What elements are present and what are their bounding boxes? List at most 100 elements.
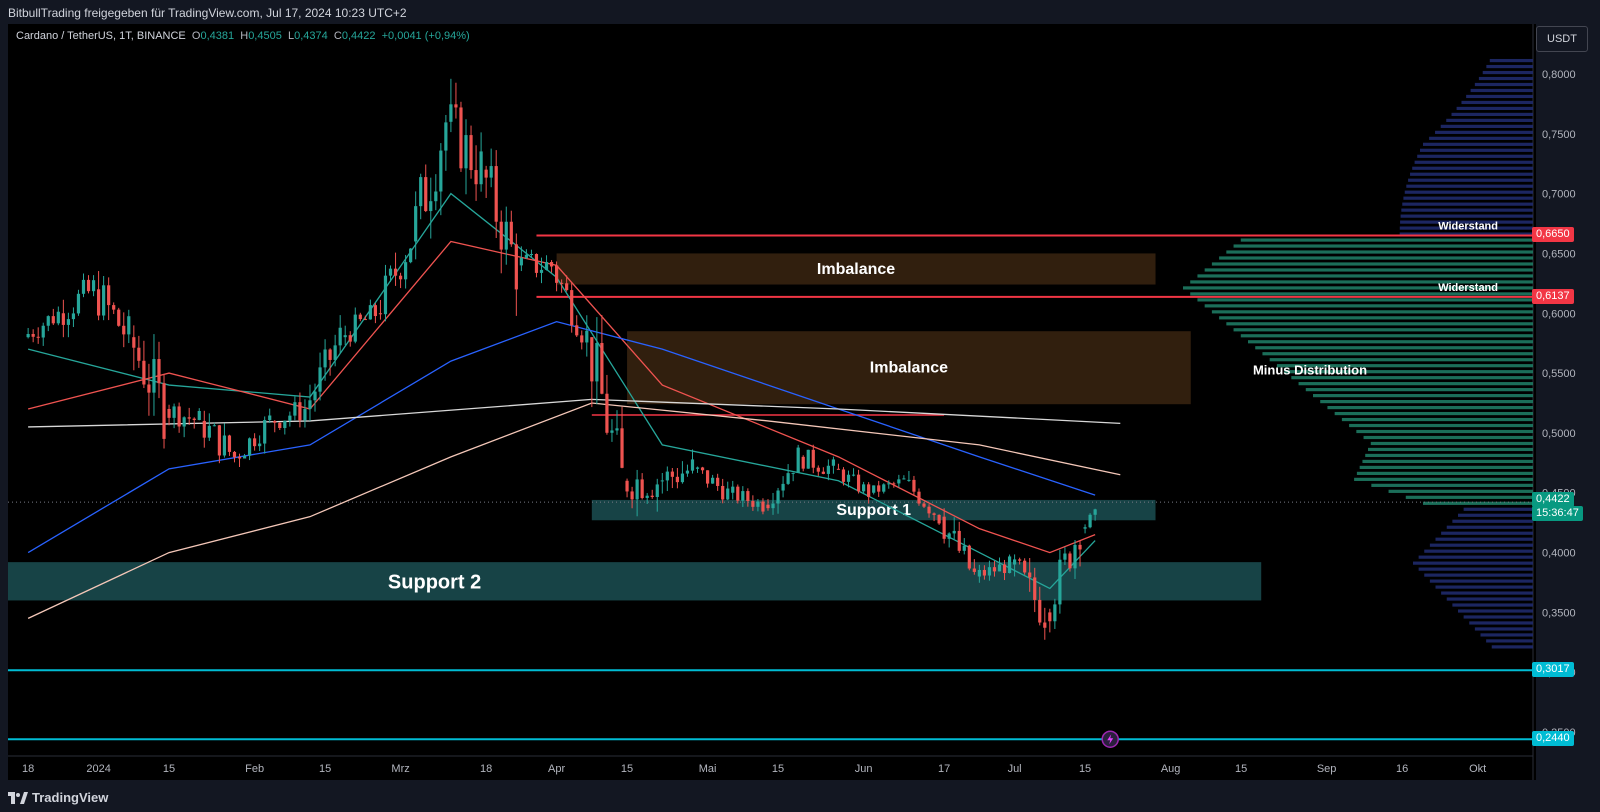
candle-body	[665, 471, 669, 481]
volume-profile-bar	[1211, 262, 1533, 266]
last-price-tag: 0,4422	[1532, 492, 1574, 508]
candle-body	[549, 262, 554, 267]
candle-body	[932, 513, 936, 515]
candle-body	[565, 283, 569, 291]
x-tick-label: 15	[621, 763, 633, 775]
x-tick-label: 15	[772, 763, 784, 775]
candle-body	[368, 305, 372, 320]
candle-body	[222, 435, 227, 456]
zone-rect	[556, 253, 1156, 285]
candle-body	[51, 316, 55, 324]
candle-body	[373, 305, 378, 317]
tradingview-logo[interactable]: TradingView	[8, 790, 108, 805]
candle-body	[464, 135, 468, 169]
candle-body	[283, 420, 287, 429]
candle-body	[1007, 556, 1012, 574]
volume-profile-bar	[1226, 322, 1533, 326]
candle-body	[1083, 527, 1087, 529]
candle-body	[1028, 572, 1032, 578]
level-price-tag: 0,3017	[1532, 662, 1574, 678]
candle-body	[872, 485, 876, 493]
candle-body	[620, 428, 624, 468]
candle-body	[554, 265, 559, 283]
candle-body	[41, 325, 45, 338]
candle-body	[117, 309, 121, 326]
volume-profile-bar	[1470, 88, 1533, 93]
x-tick-label: Mrz	[391, 763, 409, 775]
candle-body	[560, 282, 564, 284]
zone-label: Support 2	[388, 571, 481, 593]
volume-profile-bar	[1356, 471, 1533, 475]
moving-average-line	[27, 240, 1096, 554]
candle-body	[761, 501, 765, 512]
candle-body	[836, 468, 841, 470]
candle-body	[841, 469, 846, 482]
currency-button[interactable]: USDT	[1536, 26, 1588, 52]
lightning-icon[interactable]	[1101, 730, 1119, 748]
candle-body	[877, 485, 881, 492]
level-text: Widerstand	[1438, 220, 1498, 232]
candle-body	[66, 319, 70, 325]
volume-profile-bar	[1458, 513, 1533, 517]
volume-profile-bar	[1269, 358, 1533, 362]
y-tick-label: 0,7500	[1542, 129, 1576, 141]
candle-body	[474, 170, 478, 185]
volume-profile-bar	[1441, 531, 1533, 535]
x-tick-label: 17	[938, 763, 950, 775]
candle-body	[81, 279, 86, 294]
candle-body	[731, 486, 735, 493]
volume-profile-bar	[1371, 483, 1533, 487]
candle-body	[1023, 560, 1027, 573]
high-label: H	[240, 30, 249, 42]
volume-profile-bar	[1486, 64, 1533, 69]
candle-body	[378, 313, 383, 315]
x-tick-label: Aug	[1161, 763, 1181, 775]
candle-body	[388, 268, 393, 276]
candle-body	[570, 290, 574, 326]
low-value: 0,4374	[294, 30, 328, 42]
volume-profile-bar	[1418, 555, 1533, 559]
price-chart[interactable]: Imbalance Imbalance Support 1 Support 2 Wide…	[0, 0, 1600, 786]
close-label: C	[333, 30, 342, 42]
candle-body	[1043, 622, 1047, 628]
symbol-legend[interactable]: Cardano / TetherUS, 1T, BINANCE O0,4381 …	[16, 30, 470, 42]
volume-profile-bar	[1298, 382, 1533, 386]
candle-body	[333, 345, 337, 360]
volume-profile-bar	[1452, 519, 1533, 523]
candle-body	[982, 569, 987, 576]
candle-body	[393, 268, 398, 276]
volume-profile-bar	[1418, 567, 1533, 571]
volume-profile-bar	[1197, 274, 1533, 278]
candle-body	[977, 569, 981, 577]
close-value: 0,4422	[341, 30, 376, 42]
volume-profile-bar	[1440, 124, 1533, 128]
volume-profile-bar	[1204, 304, 1533, 308]
volume-profile-bar	[1226, 250, 1533, 254]
candle-body	[217, 425, 221, 456]
candle-body	[489, 166, 493, 178]
x-tick-label: 18	[480, 763, 492, 775]
y-tick-label: 0,5500	[1542, 368, 1576, 380]
candle-body	[61, 313, 65, 325]
volume-profile-bar	[1417, 154, 1533, 158]
volume-profile-bar	[1452, 603, 1533, 607]
candle-body	[992, 567, 997, 572]
volume-profile-bar	[1461, 100, 1533, 105]
volume-profile-bar	[1356, 429, 1533, 434]
candle-body	[927, 506, 931, 514]
y-tick-label: 0,3500	[1542, 607, 1576, 619]
volume-profile-bar	[1408, 178, 1533, 182]
y-tick-label: 0,8000	[1542, 69, 1576, 81]
y-tick-label: 0,4000	[1542, 548, 1576, 560]
volume-profile-bar	[1441, 591, 1533, 595]
candle-body	[137, 347, 141, 361]
candle-body	[771, 503, 775, 509]
volume-profile-bar	[1240, 238, 1533, 242]
candle-body	[96, 289, 101, 316]
candle-body	[36, 336, 40, 338]
candle-body	[575, 325, 579, 336]
candle-body	[846, 474, 851, 482]
candle-body	[1018, 559, 1022, 561]
candle-body	[811, 449, 815, 468]
volume-profile-bar	[1255, 346, 1533, 350]
